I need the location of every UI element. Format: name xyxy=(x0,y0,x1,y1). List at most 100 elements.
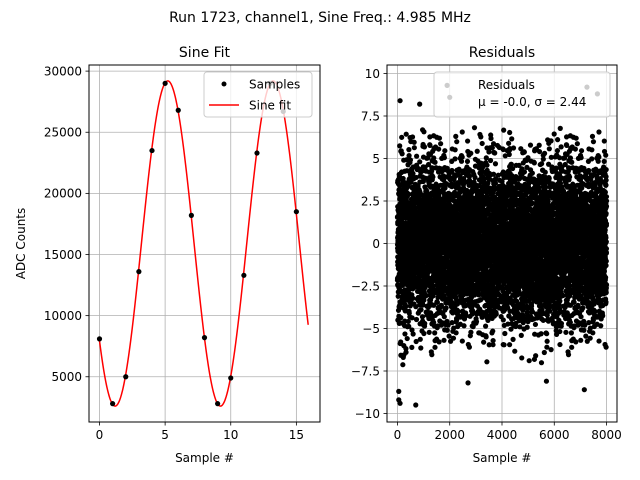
residual-point xyxy=(450,335,457,341)
y-tick-label: 30000 xyxy=(44,64,82,78)
residual-point xyxy=(436,135,443,141)
sample-point xyxy=(123,374,129,380)
residual-point xyxy=(490,171,497,177)
residual-point xyxy=(455,308,461,315)
residual-point xyxy=(399,134,405,140)
residual-point xyxy=(423,292,429,299)
residual-point xyxy=(489,145,495,151)
residuals-title: Residuals xyxy=(469,45,535,61)
sine-fit-panel: Sine Fit 0 5 10 155000100001500020000250003… xyxy=(14,45,321,465)
residual-point xyxy=(407,157,414,163)
residual-point xyxy=(411,145,417,151)
residual-point xyxy=(454,301,460,307)
residual-point xyxy=(426,329,432,335)
residual-point xyxy=(443,305,449,311)
residual-point xyxy=(442,185,448,191)
residual-point xyxy=(414,153,420,159)
sample-point xyxy=(149,147,155,154)
residual-point xyxy=(417,336,423,342)
x-tick-label: 5 xyxy=(161,428,169,442)
sample-point xyxy=(162,80,168,86)
residual-point xyxy=(432,344,438,350)
y-tick-label: 5000 xyxy=(51,370,82,384)
residual-point xyxy=(521,149,527,155)
residual-point xyxy=(468,150,474,156)
sample-point xyxy=(241,272,247,278)
residual-point xyxy=(432,330,438,336)
residual-point xyxy=(490,342,496,348)
sample-point xyxy=(96,336,103,342)
sample-point xyxy=(293,209,299,215)
x-tick-label: 15 xyxy=(289,428,304,442)
residual-point xyxy=(485,180,491,186)
residual-point xyxy=(422,175,429,181)
residual-point xyxy=(453,330,459,336)
residual-point xyxy=(411,139,417,145)
residual-point xyxy=(413,316,420,323)
y-tick-label: 25000 xyxy=(44,126,82,140)
residual-point xyxy=(519,355,525,361)
residual-point xyxy=(459,154,465,160)
residual-point xyxy=(485,317,491,324)
residual-point xyxy=(483,334,489,340)
residual-point xyxy=(404,335,410,342)
residual-point xyxy=(478,296,484,303)
sine-fit-line xyxy=(98,80,309,407)
residual-point xyxy=(399,151,405,157)
legend-sine-fit-label: Sine fit xyxy=(249,99,291,113)
residual-point xyxy=(445,322,451,328)
x-tick-label: 0 xyxy=(96,428,104,442)
sine-fit-xlabel: Sample # xyxy=(175,451,234,465)
residual-point xyxy=(502,330,508,337)
residual-point xyxy=(419,314,426,320)
sine-fit-axes-frame xyxy=(88,64,321,423)
residual-point xyxy=(483,155,489,161)
residual-point xyxy=(464,138,471,144)
residual-point xyxy=(441,155,448,161)
residual-point xyxy=(434,299,440,305)
sample-point xyxy=(215,401,221,407)
residual-point xyxy=(418,345,424,351)
residual-point xyxy=(506,140,512,146)
residual-point xyxy=(461,323,467,329)
residual-point xyxy=(413,338,419,345)
residual-point xyxy=(406,153,412,159)
residual-point xyxy=(405,318,411,325)
residual-point xyxy=(501,342,507,348)
residual-point xyxy=(409,344,415,350)
sample-point xyxy=(201,335,208,341)
residual-point xyxy=(430,174,436,180)
residual-point xyxy=(518,332,524,338)
residual-point xyxy=(427,142,433,149)
residual-point xyxy=(395,293,401,299)
sample-point xyxy=(254,150,260,156)
residual-point xyxy=(506,342,513,348)
sample-point xyxy=(136,269,142,275)
figure-suptitle: Run 1723, channel1, Sine Freq.: 4.985 MH… xyxy=(169,10,471,26)
residual-point xyxy=(484,162,490,168)
residual-point xyxy=(487,157,494,164)
residual-point xyxy=(417,159,423,165)
residual-point xyxy=(405,190,411,197)
residual-point xyxy=(453,133,459,139)
residual-point xyxy=(473,319,480,325)
residual-point xyxy=(397,143,403,149)
residual-point xyxy=(402,331,408,337)
residual-point xyxy=(488,135,494,142)
residual-point xyxy=(482,323,489,329)
residual-point xyxy=(454,139,460,145)
residual-point xyxy=(444,327,450,333)
residual-point xyxy=(512,348,518,354)
residual-point xyxy=(432,159,438,165)
residual-point xyxy=(479,140,485,147)
residual-point xyxy=(449,320,455,326)
residual-point xyxy=(454,317,460,323)
residual-point xyxy=(459,129,465,135)
residual-point xyxy=(422,320,428,327)
residual-point xyxy=(406,147,412,153)
residual-point xyxy=(418,307,424,313)
residual-point xyxy=(492,150,498,156)
residual-point xyxy=(471,125,478,131)
residual-point xyxy=(449,167,455,174)
